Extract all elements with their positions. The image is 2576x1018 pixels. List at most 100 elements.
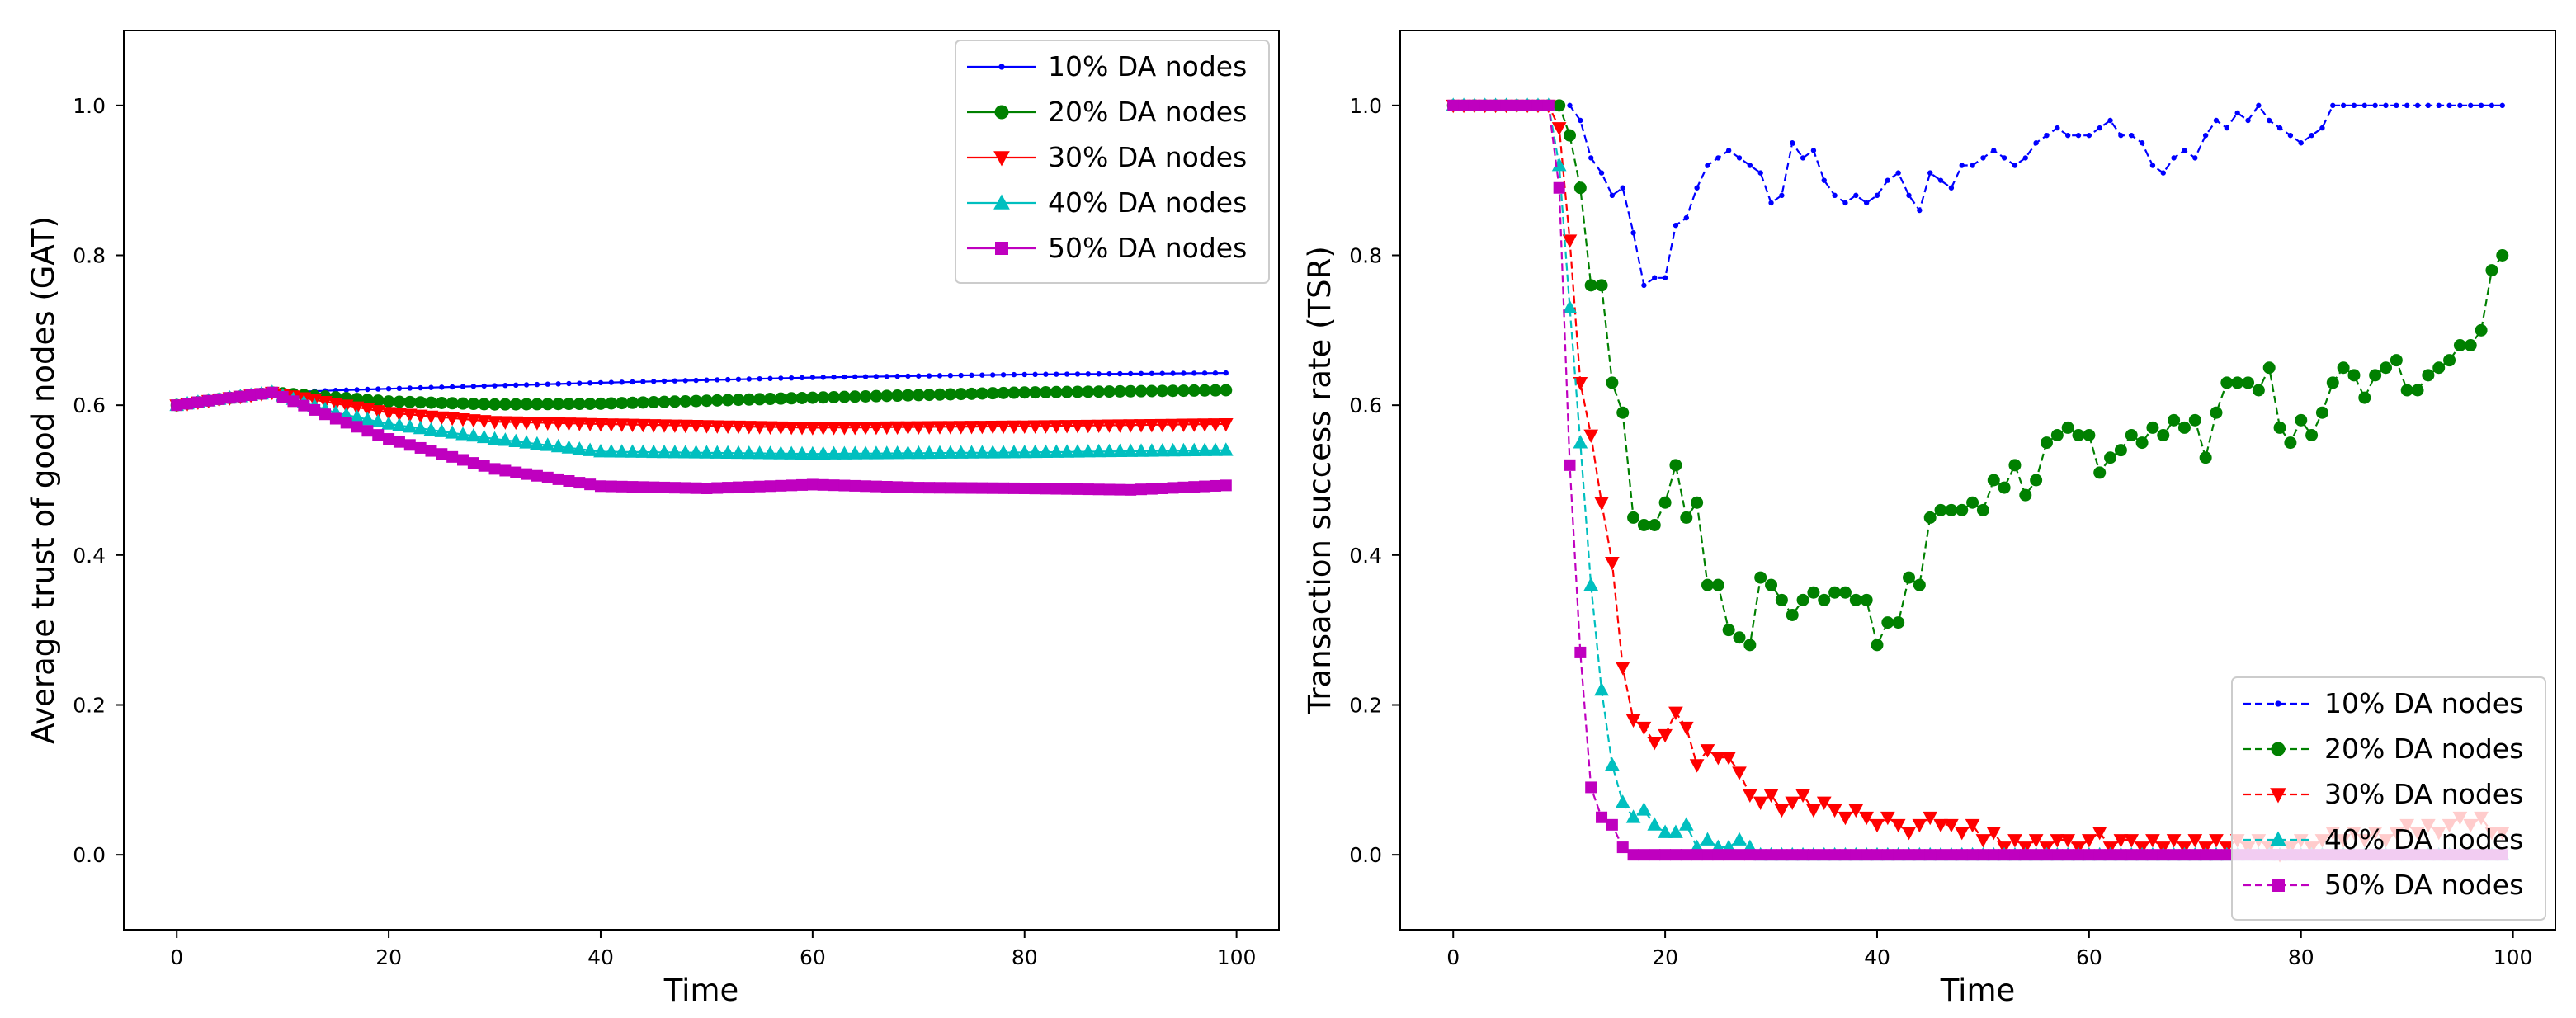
- gat-series-30pct-da-nodes-point: [455, 412, 470, 427]
- gat-series-40pct-da-nodes-point: [805, 445, 820, 460]
- tsr-series-10pct-da-nodes-point: [1694, 185, 1700, 191]
- gat-series-30pct-da-nodes-point: [974, 421, 990, 435]
- gat-series-20pct-da-nodes-point: [594, 397, 607, 410]
- tsr-series-20pct-da-nodes-point: [2326, 376, 2339, 389]
- gat-series-50pct-da-nodes-point: [870, 480, 882, 493]
- gat-series-20pct-da-nodes-point: [774, 392, 787, 405]
- gat-series-30pct-da-nodes-point: [773, 421, 789, 436]
- gat-series-10pct-da-nodes-point: [735, 376, 742, 382]
- gat-series-10pct-da-nodes-point: [502, 382, 508, 389]
- tsr-series-30pct-da-nodes-point: [1721, 752, 1737, 766]
- gat-series-10pct-da-nodes-point: [1074, 371, 1081, 377]
- gat-series-40pct-da-nodes-point: [561, 440, 577, 454]
- gat-series-30pct-da-nodes-point: [720, 420, 735, 435]
- gat-series-50pct-da-nodes-point: [457, 454, 469, 466]
- tsr-series-50pct-da-nodes-point: [1564, 459, 1576, 471]
- tsr-series-20pct-da-nodes-point: [1966, 496, 1979, 509]
- gat-series-20pct-da-nodes-point: [605, 397, 618, 410]
- gat-series-20pct-da-nodes-point: [1102, 385, 1116, 398]
- tsr-series-30pct-da-nodes-point: [1647, 737, 1663, 751]
- gat-series-20pct-da-nodes-point: [1007, 386, 1021, 399]
- tsr-series-10pct-da-nodes-point: [2001, 155, 2007, 161]
- gat-series-20pct-da-nodes-point: [690, 394, 703, 408]
- tsr-series-10pct-da-nodes-point: [1673, 222, 1679, 229]
- gat-series-30pct-da-nodes-point: [1049, 420, 1064, 434]
- gat-series-40pct-da-nodes-point: [964, 445, 979, 459]
- tsr-series-30pct-da-nodes-point: [1710, 752, 1726, 766]
- gat-series-40pct-da-nodes-point: [466, 427, 481, 442]
- gat-series-20pct-da-nodes-point: [955, 388, 968, 401]
- gat-series-50pct-da-nodes: [171, 386, 1232, 496]
- tsr-series-30pct-da-nodes-point: [1838, 811, 1853, 826]
- tsr-series-10pct-da-nodes-point: [1620, 185, 1625, 191]
- gat-series-30pct-da-nodes-point: [646, 419, 662, 433]
- gat-series-50pct-da-nodes-point: [594, 480, 606, 493]
- tsr-series-10pct-da-nodes-point: [2457, 102, 2463, 109]
- tsr-series-50pct-da-nodes-point: [1585, 781, 1597, 794]
- gat-series-40pct-da-nodes-point: [752, 445, 767, 460]
- tsr-series-10pct-da-nodes-point: [2245, 117, 2251, 124]
- gat-series-50pct-da-nodes-point: [1029, 483, 1041, 495]
- gat-series-20pct-da-nodes-point: [785, 392, 798, 405]
- gat-series-30pct-da-nodes-point: [900, 421, 916, 436]
- gat-series-30pct-da-nodes-point: [847, 422, 863, 436]
- tsr-series-10pct-da-nodes-point: [2213, 117, 2220, 124]
- gat-y-tick-label: 0.6: [73, 394, 106, 417]
- tsr-y-tick-label: 0.0: [1349, 843, 1382, 867]
- gat-series-40pct-da-nodes-point: [392, 417, 407, 431]
- gat-series-40pct-da-nodes-point: [1059, 444, 1074, 458]
- tsr-series-50pct-da-nodes-point: [1649, 849, 1661, 861]
- tsr-series-10pct-da-nodes-point: [2139, 140, 2145, 146]
- tsr-series-10pct-da-nodes-point: [2276, 125, 2283, 131]
- gat-series-50pct-da-nodes-point: [351, 421, 363, 433]
- tsr-series-10pct-da-nodes-point: [2298, 140, 2304, 146]
- gat-series-50pct-da-nodes-point: [584, 478, 597, 491]
- gat-y-tick-label: 0.0: [73, 843, 106, 867]
- gat-series-10pct-da-nodes-point: [439, 384, 445, 390]
- gat-y-axis-label: Average trust of good nodes (GAT): [26, 216, 61, 744]
- gat-series-20pct-da-nodes-point: [795, 391, 809, 404]
- tsr-series-20pct-da-nodes-point: [2242, 376, 2255, 389]
- tsr-series-50pct-da-nodes-point: [1988, 849, 2000, 861]
- tsr-series-50pct-da-nodes-point: [1500, 99, 1512, 111]
- gat-series-30pct-da-nodes-point: [815, 422, 831, 436]
- gat-series-30pct-da-nodes-point: [1027, 420, 1043, 434]
- gat-series-10pct-da-nodes-point: [1159, 370, 1165, 376]
- gat-series-50pct-da-nodes-point: [828, 479, 840, 492]
- gat-series-20pct-da-nodes-point: [414, 396, 427, 409]
- tsr-series-50pct-da-nodes-point: [1712, 849, 1724, 861]
- tsr-series-20pct-da-nodes-point: [1945, 503, 1958, 516]
- gat-series-10pct-da-nodes-point: [407, 385, 413, 391]
- tsr-series-10pct-da-nodes-point: [1715, 155, 1721, 161]
- tsr-series-30pct-da-nodes-point: [1933, 818, 1948, 833]
- gat-series-20pct-da-nodes-point: [975, 387, 988, 400]
- gat-legend-entry-40pct-da-nodes: 40% DA nodes: [967, 186, 1247, 219]
- gat-series-30pct-da-nodes-point: [583, 417, 597, 432]
- gat-series-20pct-da-nodes-point: [647, 396, 660, 409]
- gat-series-40pct-da-nodes-point: [1070, 444, 1085, 458]
- gat-series-50pct-da-nodes-point: [287, 395, 300, 408]
- gat-series-40pct-da-nodes-point: [889, 445, 905, 460]
- tsr-series-20pct-da-nodes-point: [1807, 586, 1820, 599]
- tsr-series-40pct-da-nodes-point: [1668, 824, 1683, 838]
- gat-series-50pct-da-nodes-point: [701, 482, 713, 494]
- tsr-series-50pct-da-nodes-point: [1479, 99, 1491, 111]
- gat-series-40pct-da-nodes-point: [360, 411, 375, 426]
- tsr-series-20pct-da-nodes-point: [1860, 593, 1873, 606]
- gat-series-10pct-da-nodes-point: [693, 377, 699, 384]
- gat-series-50pct-da-nodes-point: [732, 481, 744, 493]
- gat-series-40pct-da-nodes-point: [540, 437, 555, 451]
- gat-series-20pct-da-nodes-point: [753, 393, 767, 406]
- gat-series-40pct-da-nodes-point: [985, 445, 1001, 459]
- tsr-series-10pct-da-nodes-point: [2129, 132, 2135, 139]
- tsr-series-50pct-da-nodes-point: [2030, 849, 2042, 861]
- gat-series-20pct-da-nodes-point: [552, 398, 565, 411]
- gat-ticks: 0 20 40 60 80 100 0.0 0.2 0.4 0.6 0.8 1.0: [73, 94, 1256, 969]
- gat-legend-entry-50pct-da-nodes: 50% DA nodes: [967, 232, 1247, 264]
- tsr-legend-entry-10pct-da-nodes-label: 10% DA nodes: [2324, 687, 2523, 719]
- tsr-series-50pct-da-nodes-point: [1447, 99, 1460, 111]
- tsr-series-10pct-da-nodes-point: [1980, 155, 1986, 161]
- tsr-series-30pct-da-nodes-point: [1816, 796, 1832, 811]
- tsr-series-50pct-da-nodes-point: [2073, 849, 2085, 861]
- tsr-series-40pct-da-nodes-point: [1562, 299, 1578, 313]
